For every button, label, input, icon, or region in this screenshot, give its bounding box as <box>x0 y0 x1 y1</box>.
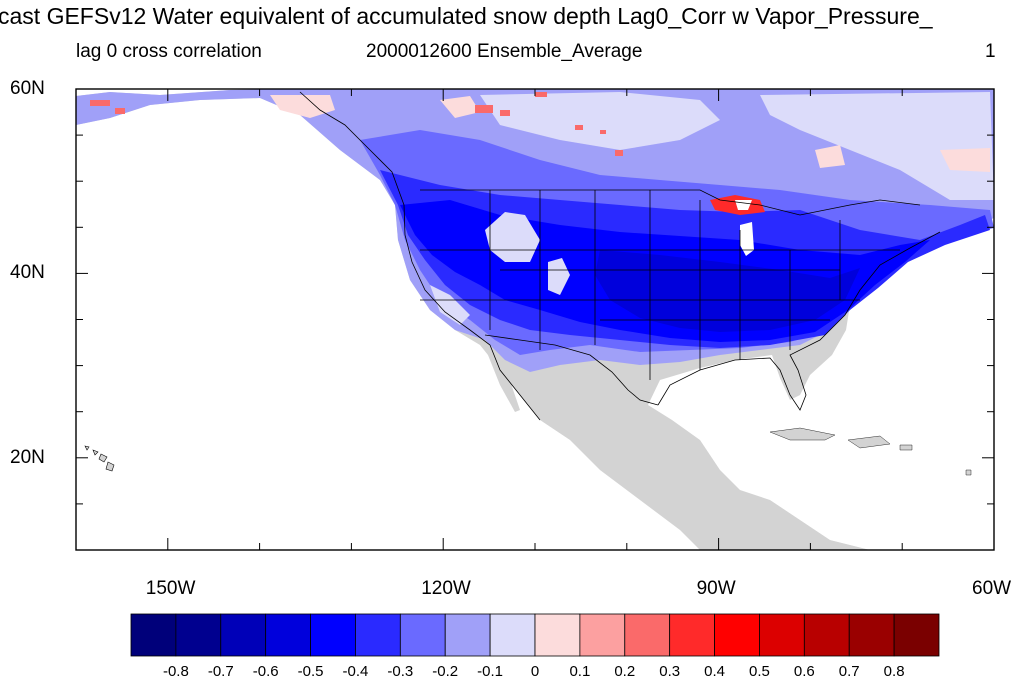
colorbar-label: 0 <box>530 663 540 680</box>
colorbar-swatch <box>355 613 401 657</box>
colorbar-swatch <box>444 613 491 657</box>
colorbar-swatch <box>220 613 267 657</box>
colorbar-swatch <box>803 613 850 657</box>
field-pale-south <box>430 285 470 325</box>
colorbar-swatch <box>534 613 581 657</box>
colorbar <box>130 613 940 657</box>
subtitle-right: 1 <box>985 41 996 62</box>
colorbar-swatch <box>310 613 356 657</box>
colorbar-swatch <box>579 613 626 657</box>
colorbar-swatch <box>265 613 311 657</box>
land-caribbean <box>769 427 972 476</box>
y-tick-label: 40N <box>10 262 45 284</box>
colorbar-swatch <box>893 613 940 657</box>
field-pale-blue-north <box>480 92 994 200</box>
y-tick-label: 60N <box>10 78 45 99</box>
colorbar-swatch <box>848 613 895 657</box>
colorbar-label: -0.5 <box>297 663 324 680</box>
plot-title: cast GEFSv12 Water equivalent of accumul… <box>0 3 933 29</box>
map-area <box>76 89 994 550</box>
colorbar-swatch <box>669 613 715 657</box>
colorbar-swatch <box>399 613 446 657</box>
borders <box>299 91 941 421</box>
field-great-lakes-white <box>735 200 754 256</box>
colorbar-label: 0.7 <box>838 663 860 680</box>
colorbar-label: -0.4 <box>342 663 369 680</box>
x-tick-label: 150W <box>145 578 196 599</box>
colorbar-label: -0.3 <box>387 663 414 680</box>
colorbar-label: 0.2 <box>614 663 636 680</box>
colorbar-label: -0.8 <box>162 663 189 680</box>
land-hawaii <box>84 445 115 472</box>
subtitle-center: 2000012600 Ensemble_Average <box>366 41 643 62</box>
subtitle-left: lag 0 cross correlation <box>76 41 262 62</box>
colorbar-label: 0.5 <box>749 663 770 680</box>
colorbar-label: -0.6 <box>252 663 279 680</box>
colorbar-label: -0.1 <box>477 663 504 680</box>
colorbar-swatch <box>714 613 760 657</box>
colorbar-label: -0.2 <box>432 663 459 680</box>
field-positive-red <box>90 92 623 156</box>
colorbar-label: 0.6 <box>793 663 815 680</box>
colorbar-label: 0.1 <box>569 663 591 680</box>
colorbar-swatch <box>624 613 671 657</box>
colorbar-label: 0.4 <box>704 663 725 680</box>
x-tick-label: 90W <box>696 578 736 599</box>
colorbar-label: 0.3 <box>659 663 681 680</box>
x-tick-label: 60W <box>972 578 1012 599</box>
colorbar-label: 0.8 <box>883 663 905 680</box>
x-tick-label: 120W <box>421 578 471 599</box>
field-pale-west <box>485 212 570 295</box>
colorbar-swatch <box>175 613 222 657</box>
field-deep-blue <box>595 250 860 332</box>
axis-ticks <box>75 88 995 551</box>
y-tick-label: 20N <box>10 446 45 468</box>
colorbar-label: -0.7 <box>207 663 234 680</box>
colorbar-swatch <box>130 613 177 657</box>
colorbar-swatch <box>759 613 805 657</box>
colorbar-swatch <box>489 613 536 657</box>
